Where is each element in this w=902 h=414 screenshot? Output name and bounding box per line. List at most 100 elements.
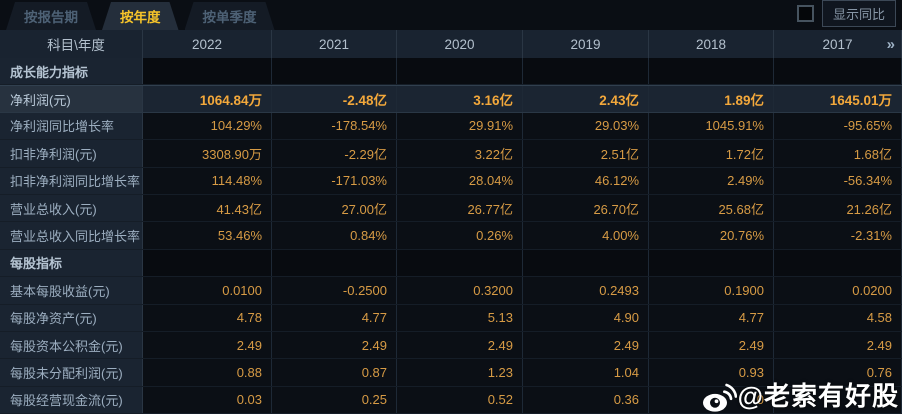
tabs-group: 按报告期 按年度 按单季度 <box>0 2 281 30</box>
cell-value: 41.43亿 <box>143 194 272 222</box>
cell-value: -56.34% <box>774 167 902 194</box>
cell-value <box>774 58 902 85</box>
cell-value: 46.12% <box>523 167 649 194</box>
cell-value: 4.78 <box>143 304 272 331</box>
cell-value: 4.58 <box>774 304 902 331</box>
show-yoy-label[interactable]: 显示同比 <box>821 0 896 27</box>
table-header-row: 科目\年度 2022 2021 2020 2019 2018 2017 » <box>0 30 902 58</box>
cell-value: 2.49 <box>272 331 397 359</box>
tab-by-quarter[interactable]: 按单季度 <box>185 2 275 30</box>
period-tabbar: 按报告期 按年度 按单季度 显示同比 <box>0 0 902 30</box>
cell-value: 1645.01万 <box>774 86 902 112</box>
cell-value: 2.49% <box>649 167 774 194</box>
table-row: 每股未分配利润(元) 0.88 0.87 1.23 1.04 0.93 0.76 <box>0 359 902 387</box>
cell-value: 104.29% <box>143 112 272 140</box>
cell-value: 53.46% <box>143 222 272 249</box>
row-label: 成长能力指标 <box>0 58 143 85</box>
year-header-2017-label: 2017 <box>822 36 853 52</box>
cell-value: 1.72亿 <box>649 140 774 167</box>
table-row: 净利润同比增长率 104.29% -178.54% 29.91% 29.03% 1045.… <box>0 112 902 141</box>
table-row: 营业总收入同比增长率 53.46% 0.84% 0.26% 4.00% 20.76% -2.… <box>0 222 902 250</box>
cell-value: 0.93 <box>649 359 774 386</box>
cell-value: 0.87 <box>272 359 397 386</box>
cell-value: 0.03 <box>143 386 272 414</box>
cell-value: 2.49 <box>143 331 272 359</box>
year-header-2020: 2020 <box>397 30 523 58</box>
table-row: 基本每股收益(元) 0.0100 -0.2500 0.3200 0.2493 0.1900… <box>0 277 902 305</box>
cell-value: 0.36 <box>523 386 649 414</box>
tabbar-controls: 显示同比 <box>796 0 902 27</box>
cell-value: 4.90 <box>523 304 649 331</box>
cell-value: 2.49 <box>649 331 774 359</box>
cell-value: 26.70亿 <box>523 194 649 222</box>
cell-value: 3308.90万 <box>143 140 272 167</box>
cell-value: 2.51亿 <box>523 140 649 167</box>
cell-value: 1.68亿 <box>774 140 902 167</box>
tab-by-year[interactable]: 按年度 <box>102 2 179 30</box>
cell-value: 0.0100 <box>143 277 272 304</box>
cell-value <box>649 58 774 85</box>
cell-value: -2.29亿 <box>272 140 397 167</box>
table-row: 营业总收入(元) 41.43亿 27.00亿 26.77亿 26.70亿 25.68亿 21… <box>0 194 902 223</box>
cell-value: 1.04 <box>523 359 649 386</box>
cell-value: 26.77亿 <box>397 194 523 222</box>
year-header-2021: 2021 <box>272 30 397 58</box>
row-label: 净利润(元) <box>0 86 143 112</box>
cell-value: -2.31% <box>774 222 902 249</box>
row-label: 基本每股收益(元) <box>0 277 143 304</box>
cell-value: 29.03% <box>523 112 649 140</box>
cell-value: 0.84% <box>272 222 397 249</box>
table-body: 成长能力指标 净利润(元) 1064.84万 -2.48亿 3.16亿 2.43亿 1.89… <box>0 58 902 414</box>
cell-value: 4.00% <box>523 222 649 249</box>
cell-value: 1064.84万 <box>143 86 272 112</box>
cell-value: 0.76 <box>774 359 902 386</box>
tab-by-report-period[interactable]: 按报告期 <box>6 2 96 30</box>
row-label: 每股指标 <box>0 249 143 277</box>
table-row: 每股净资产(元) 4.78 4.77 5.13 4.90 4.77 4.58 <box>0 304 902 332</box>
cell-value <box>143 58 272 85</box>
cell-value: 0.25 <box>272 386 397 414</box>
cell-value: 4.77 <box>649 304 774 331</box>
show-yoy-checkbox[interactable] <box>796 4 814 22</box>
year-header-2019: 2019 <box>523 30 649 58</box>
cell-value: 5.13 <box>397 304 523 331</box>
table-row: 每股经营现金流(元) 0.03 0.25 0.52 0.36 0 <box>0 386 902 414</box>
cell-value: 0.3200 <box>397 277 523 304</box>
cell-value: 0.26% <box>397 222 523 249</box>
cell-value: -178.54% <box>272 112 397 140</box>
cell-value <box>143 249 272 277</box>
row-label: 净利润同比增长率 <box>0 112 143 140</box>
cell-value: 3.16亿 <box>397 86 523 112</box>
cell-value: 2.49 <box>774 331 902 359</box>
cell-value: 20.76% <box>649 222 774 249</box>
cell-value <box>523 58 649 85</box>
cell-value: 2.43亿 <box>523 86 649 112</box>
cell-value: 28.04% <box>397 167 523 194</box>
table-row: 扣非净利润同比增长率 114.48% -171.03% 28.04% 46.12% 2.4… <box>0 167 902 195</box>
cell-value: -95.65% <box>774 112 902 140</box>
row-label: 营业总收入(元) <box>0 194 143 222</box>
cell-value: 2.49 <box>397 331 523 359</box>
row-label: 每股净资产(元) <box>0 304 143 331</box>
year-header-2018: 2018 <box>649 30 774 58</box>
cell-value: -0.2500 <box>272 277 397 304</box>
cell-value: 0 <box>649 386 774 414</box>
year-header-2017: 2017 » <box>774 30 902 58</box>
section-row: 成长能力指标 <box>0 58 902 86</box>
more-columns-icon[interactable]: » <box>886 35 895 53</box>
cell-value <box>397 249 523 277</box>
row-label: 扣非净利润(元) <box>0 140 143 167</box>
row-label: 扣非净利润同比增长率 <box>0 167 143 194</box>
cell-value <box>272 249 397 277</box>
cell-value: 25.68亿 <box>649 194 774 222</box>
row-label: 营业总收入同比增长率 <box>0 222 143 249</box>
cell-value: 1.89亿 <box>649 86 774 112</box>
year-header-2022: 2022 <box>143 30 272 58</box>
table-row: 每股资本公积金(元) 2.49 2.49 2.49 2.49 2.49 2.49 <box>0 331 902 360</box>
row-label: 每股未分配利润(元) <box>0 359 143 386</box>
cell-value <box>774 386 902 414</box>
section-row: 每股指标 <box>0 249 902 278</box>
cell-value: 0.0200 <box>774 277 902 304</box>
cell-value: 1045.91% <box>649 112 774 140</box>
